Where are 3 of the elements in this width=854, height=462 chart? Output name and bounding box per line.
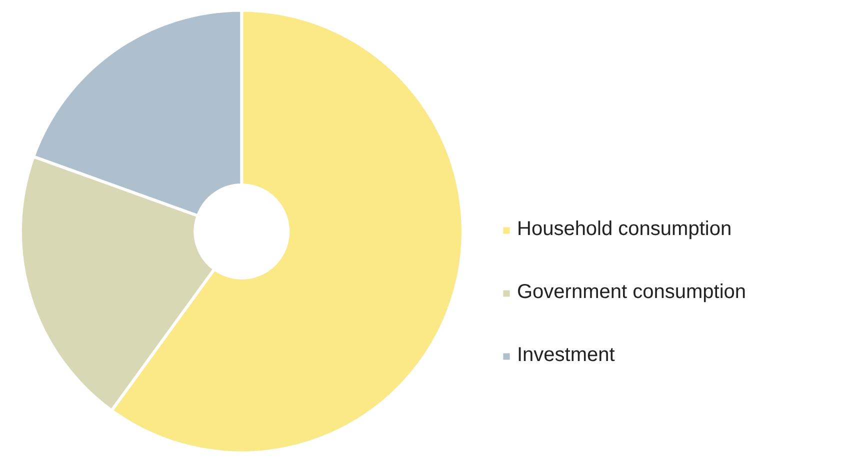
legend-label: Investment: [517, 344, 615, 367]
legend-label: Household consumption: [517, 218, 732, 241]
legend-label: Government consumption: [517, 281, 746, 304]
